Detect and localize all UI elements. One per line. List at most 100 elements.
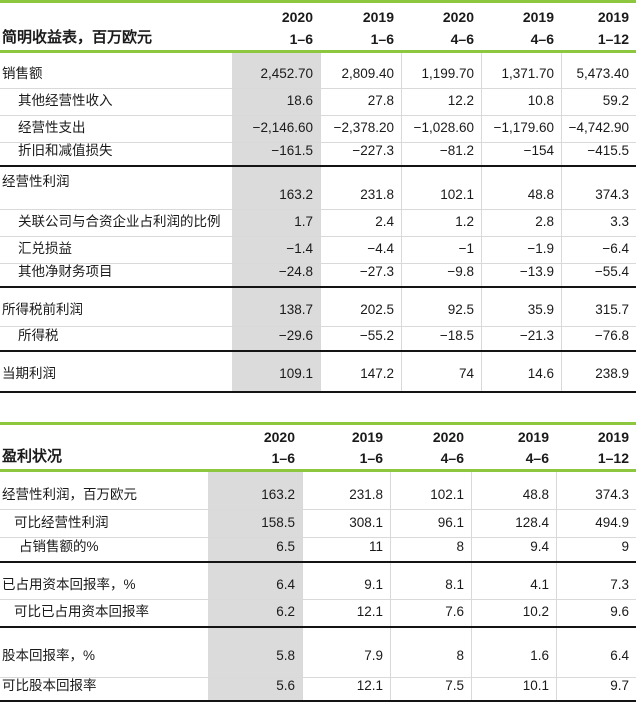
row-value: 59.2 [561, 89, 636, 115]
column-period: 4–6 [525, 450, 549, 466]
column-year: 2019 [517, 429, 549, 446]
column-period: 1–12 [597, 31, 629, 47]
row-value: 9.1 [302, 563, 390, 599]
row-label: 所得税 [18, 328, 59, 343]
row-value: −9.8 [401, 264, 481, 286]
table-row: 股本回报率，% 5.8 7.9 8 1.6 6.4 [0, 628, 636, 678]
row-value: 9.6 [556, 600, 636, 626]
table-header: 2020 2019 2020 2019 2019 盈利状况 1–6 1–6 4–… [0, 425, 636, 469]
column-period: 1–6 [359, 450, 383, 466]
column-period: 1–6 [289, 31, 313, 47]
table-row: 折旧和减值损失 −161.5 −227.3 −81.2 −154 −415.5 [0, 143, 636, 167]
table-row: 可比已占用资本回报率 6.2 12.1 7.6 10.2 9.6 [0, 600, 636, 628]
table-row: 其他净财务项目 −24.8 −27.3 −9.8 −13.9 −55.4 [0, 264, 636, 288]
income-statement-table: 2020 2019 2020 2019 2019 简明收益表，百万欧元 1–6 … [0, 0, 636, 393]
table-row: 经营性利润 163.2 231.8 102.1 48.8 374.3 [0, 167, 636, 210]
row-label: 已占用资本回报率，% [2, 577, 136, 592]
row-label: 占销售额的% [19, 539, 99, 554]
row-value: 27.8 [320, 89, 401, 115]
row-value: 163.2 [208, 472, 302, 509]
row-value: 6.2 [208, 600, 302, 626]
row-label: 汇兑损益 [18, 241, 72, 256]
row-value: 12.2 [401, 89, 481, 115]
row-label: 所得税前利润 [2, 302, 83, 317]
column-period: 4–6 [440, 450, 464, 466]
row-value: 138.7 [232, 288, 320, 326]
row-value: 9.4 [471, 538, 556, 561]
row-value: 102.1 [401, 167, 481, 209]
profitability-table: 2020 2019 2020 2019 2019 盈利状况 1–6 1–6 4–… [0, 422, 636, 702]
column-year: 2020 [432, 429, 464, 446]
row-label: 其他经营性收入 [18, 93, 113, 108]
row-value: 8 [390, 538, 471, 561]
row-value: −76.8 [561, 327, 636, 350]
row-value: 374.3 [561, 167, 636, 209]
year-header-row: 2020 2019 2020 2019 2019 [0, 425, 636, 448]
row-value: −4,742.90 [561, 116, 636, 142]
row-value: −4.4 [320, 237, 401, 263]
row-value: 9.7 [556, 678, 636, 700]
row-value: −1.4 [232, 237, 320, 263]
row-value: −161.5 [232, 143, 320, 165]
green-rule-header [0, 469, 636, 472]
row-value: −55.4 [561, 264, 636, 286]
row-value: 158.5 [208, 510, 302, 537]
table-row: 销售额 2,452.70 2,809.40 1,199.70 1,371.70 5,473… [0, 53, 636, 89]
row-value: 6.4 [208, 563, 302, 599]
row-value: 5.6 [208, 678, 302, 700]
row-value: 9 [556, 538, 636, 561]
row-value: 2.4 [320, 210, 401, 236]
row-value: 96.1 [390, 510, 471, 537]
row-value: 8 [390, 628, 471, 677]
row-value: −24.8 [232, 264, 320, 286]
row-value: 1.6 [471, 628, 556, 677]
row-value: −1 [401, 237, 481, 263]
row-value: 374.3 [556, 472, 636, 509]
row-value: 231.8 [302, 472, 390, 509]
row-value: 7.3 [556, 563, 636, 599]
row-value: 7.5 [390, 678, 471, 700]
row-value: 308.1 [302, 510, 390, 537]
row-label: 其他净财务项目 [18, 264, 113, 279]
row-value: 128.4 [471, 510, 556, 537]
column-period: 4–6 [530, 31, 554, 47]
column-year: 2019 [597, 9, 629, 25]
table-row: 已占用资本回报率，% 6.4 9.1 8.1 4.1 7.3 [0, 563, 636, 600]
table-row: 可比经营性利润 158.5 308.1 96.1 128.4 494.9 [0, 510, 636, 538]
row-label: 可比已占用资本回报率 [14, 604, 149, 619]
row-value: 109.1 [232, 352, 320, 391]
header-spacer [0, 425, 208, 448]
row-value: −6.4 [561, 237, 636, 263]
row-value: −1,179.60 [481, 116, 561, 142]
row-value: 2,809.40 [320, 53, 401, 88]
row-value: −21.3 [481, 327, 561, 350]
table-row: 其他经营性收入 18.6 27.8 12.2 10.8 59.2 [0, 89, 636, 116]
row-value: 231.8 [320, 167, 401, 209]
row-value: −2,378.20 [320, 116, 401, 142]
table-row: 关联公司与合资企业占利润的比例 1.7 2.4 1.2 2.8 3.3 [0, 210, 636, 237]
year-header-row: 2020 2019 2020 2019 2019 [0, 3, 636, 28]
row-value: 147.2 [320, 352, 401, 391]
row-value: 4.1 [471, 563, 556, 599]
row-value: 494.9 [556, 510, 636, 537]
period-header-row: 盈利状况 1–6 1–6 4–6 4–6 1–12 [0, 448, 636, 469]
row-value: 6.5 [208, 538, 302, 561]
row-label: 经营性支出 [18, 120, 86, 135]
row-label: 折旧和减值损失 [18, 143, 113, 158]
row-value: 2,452.70 [232, 53, 320, 88]
row-value: −1,028.60 [401, 116, 481, 142]
row-value: 2.8 [481, 210, 561, 236]
table-title: 盈利状况 [2, 448, 63, 465]
row-label: 当期利润 [2, 366, 56, 381]
row-value: −27.3 [320, 264, 401, 286]
table-row: 汇兑损益 −1.4 −4.4 −1 −1.9 −6.4 [0, 237, 636, 264]
row-value: −154 [481, 143, 561, 165]
column-period: 1–6 [370, 31, 394, 47]
row-label: 关联公司与合资企业占利润的比例 [18, 214, 221, 229]
row-value: 202.5 [320, 288, 401, 326]
row-value: −81.2 [401, 143, 481, 165]
green-rule-header [0, 50, 636, 53]
green-rule-top [0, 422, 636, 425]
table-body: 经营性利润，百万欧元 163.2 231.8 102.1 48.8 374.3 可比经营性利… [0, 472, 636, 702]
